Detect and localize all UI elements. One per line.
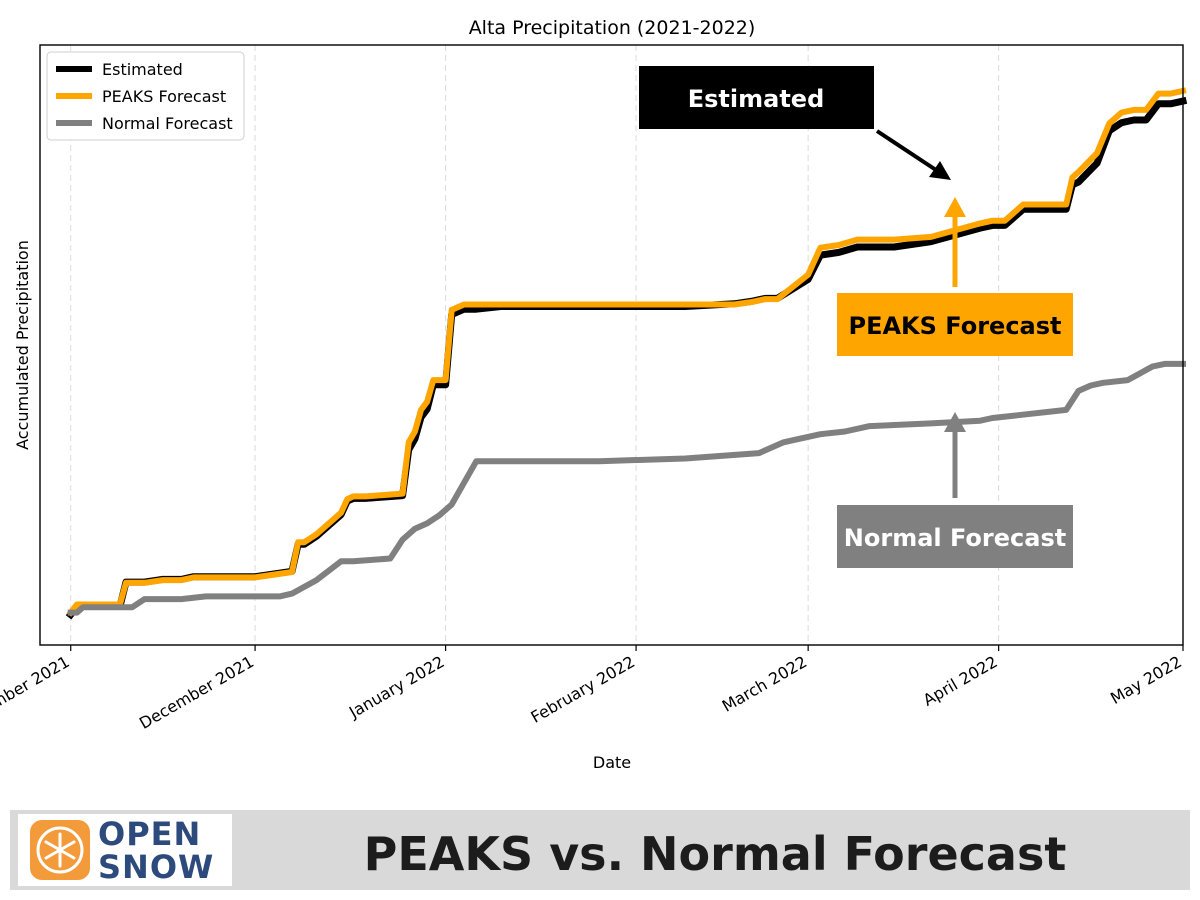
legend: Estimated PEAKS Forecast Normal Forecast [46,51,245,141]
series-line-normal [67,360,1186,616]
annotation-peaks-label: PEAKS Forecast [849,312,1062,340]
annotation-estimated-arrow-shaft [875,129,938,172]
x-tick-label: May 2022 [1107,652,1185,708]
x-axis-ticks: November 2021 December 2021 January 2022 Fe… [0,645,1185,733]
x-tick-label: April 2022 [920,652,1001,710]
precipitation-chart: Alta Precipitation (2021-2022) November … [0,17,1188,772]
legend-label-estimated: Estimated [102,60,183,79]
plot-frame [39,44,1184,646]
logo-text-snow: SNOW [98,848,215,886]
annotation-estimated: Estimated [639,66,951,180]
x-tick-label: March 2022 [719,652,810,716]
x-axis-label: Date [593,753,631,772]
annotation-estimated-arrow-head [929,161,951,180]
series-lines [65,87,1188,620]
annotation-normal-arrow-head [944,412,966,432]
annotation-normal-label: Normal Forecast [844,524,1066,552]
annotation-peaks-box [837,293,1073,356]
annotation-normal: Normal Forecast [837,412,1073,568]
legend-box [46,51,245,141]
annotation-peaks-arrow-head [944,197,966,217]
annotation-peaks: PEAKS Forecast [837,197,1073,356]
logo-text-open: OPEN [98,815,202,853]
legend-label-peaks: PEAKS Forecast [102,87,226,106]
annotation-estimated-label: Estimated [688,85,825,113]
snowflake-icon [30,820,90,880]
x-tick-label: February 2022 [528,652,639,727]
series-line-peaks [66,87,1187,617]
x-tick-label: November 2021 [0,652,73,733]
legend-label-normal: Normal Forecast [102,114,233,133]
chart-title: Alta Precipitation (2021-2022) [469,17,756,39]
y-axis-label: Accumulated Precipitation [13,240,32,450]
annotation-normal-box [837,505,1073,568]
x-tick-label: December 2021 [136,652,257,733]
annotation-estimated-box [639,66,874,129]
banner-headline: PEAKS vs. Normal Forecast [363,827,1067,881]
x-tick-label: January 2022 [345,652,448,722]
